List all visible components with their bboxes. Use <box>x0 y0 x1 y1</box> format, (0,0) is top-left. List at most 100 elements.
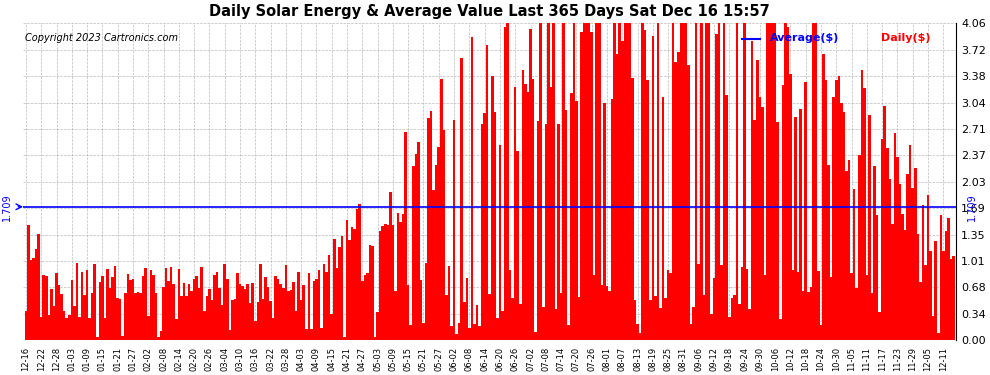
Bar <box>833 97 835 340</box>
Bar <box>937 333 940 340</box>
Bar <box>512 298 514 340</box>
Bar <box>290 291 292 340</box>
Bar <box>838 76 841 340</box>
Bar <box>190 291 193 340</box>
Bar <box>810 286 812 340</box>
Text: 1.709: 1.709 <box>967 193 977 220</box>
Bar <box>279 284 282 340</box>
Bar <box>590 32 593 340</box>
Bar <box>619 23 621 341</box>
Bar <box>356 209 358 340</box>
Bar <box>167 281 170 340</box>
Bar <box>410 325 412 340</box>
Bar <box>407 285 410 340</box>
Bar <box>147 316 149 340</box>
Bar <box>642 23 644 341</box>
Bar <box>766 23 769 341</box>
Bar <box>774 23 776 341</box>
Bar <box>491 76 494 340</box>
Bar <box>287 291 290 340</box>
Bar <box>284 265 287 340</box>
Bar <box>524 84 527 340</box>
Bar <box>907 174 909 340</box>
Bar <box>598 23 601 341</box>
Bar <box>847 160 850 340</box>
Bar <box>229 330 231 340</box>
Bar <box>845 171 847 340</box>
Bar <box>797 272 799 340</box>
Bar <box>433 190 435 340</box>
Bar <box>567 325 570 340</box>
Bar <box>761 107 763 340</box>
Bar <box>789 74 792 340</box>
Bar <box>509 270 512 340</box>
Bar <box>27 225 30 340</box>
Bar <box>527 93 530 340</box>
Bar <box>452 120 455 340</box>
Bar <box>274 276 277 340</box>
Bar <box>366 273 368 340</box>
Bar <box>522 70 524 340</box>
Bar <box>193 279 195 340</box>
Bar <box>399 222 402 340</box>
Bar <box>580 32 583 340</box>
Bar <box>532 80 535 340</box>
Bar <box>135 293 137 340</box>
Bar <box>363 275 366 340</box>
Bar <box>779 319 781 340</box>
Bar <box>593 275 596 340</box>
Bar <box>172 284 175 340</box>
Bar <box>83 295 86 340</box>
Bar <box>463 303 465 340</box>
Bar <box>170 267 172 340</box>
Bar <box>420 280 422 340</box>
Bar <box>397 213 399 340</box>
Bar <box>295 311 297 340</box>
Bar <box>237 273 239 340</box>
Bar <box>269 302 272 340</box>
Bar <box>661 96 664 340</box>
Bar <box>465 278 468 340</box>
Bar <box>248 303 251 340</box>
Bar <box>919 282 922 340</box>
Bar <box>572 23 575 341</box>
Bar <box>339 247 341 340</box>
Bar <box>703 296 705 340</box>
Bar <box>944 231 947 340</box>
Bar <box>547 23 549 341</box>
Bar <box>440 80 443 340</box>
Bar <box>925 265 927 340</box>
Bar <box>30 260 33 340</box>
Bar <box>734 295 736 340</box>
Bar <box>634 300 637 340</box>
Bar <box>300 300 302 340</box>
Bar <box>188 284 190 340</box>
Bar <box>242 286 244 340</box>
Bar <box>504 27 506 341</box>
Bar <box>549 87 552 340</box>
Bar <box>428 118 430 340</box>
Bar <box>35 249 38 340</box>
Bar <box>159 331 162 340</box>
Bar <box>154 293 157 340</box>
Bar <box>646 80 649 340</box>
Bar <box>99 282 101 340</box>
Bar <box>254 321 256 340</box>
Bar <box>514 87 517 340</box>
Bar <box>350 227 353 340</box>
Bar <box>198 288 201 340</box>
Bar <box>517 152 519 340</box>
Bar <box>935 241 937 340</box>
Bar <box>499 145 501 340</box>
Bar <box>721 265 723 340</box>
Bar <box>883 106 886 340</box>
Bar <box>537 122 540 340</box>
Bar <box>611 99 614 340</box>
Bar <box>850 273 853 340</box>
Bar <box>799 110 802 340</box>
Bar <box>690 324 692 340</box>
Bar <box>371 246 374 340</box>
Bar <box>651 36 654 340</box>
Bar <box>96 337 99 340</box>
Bar <box>81 272 83 340</box>
